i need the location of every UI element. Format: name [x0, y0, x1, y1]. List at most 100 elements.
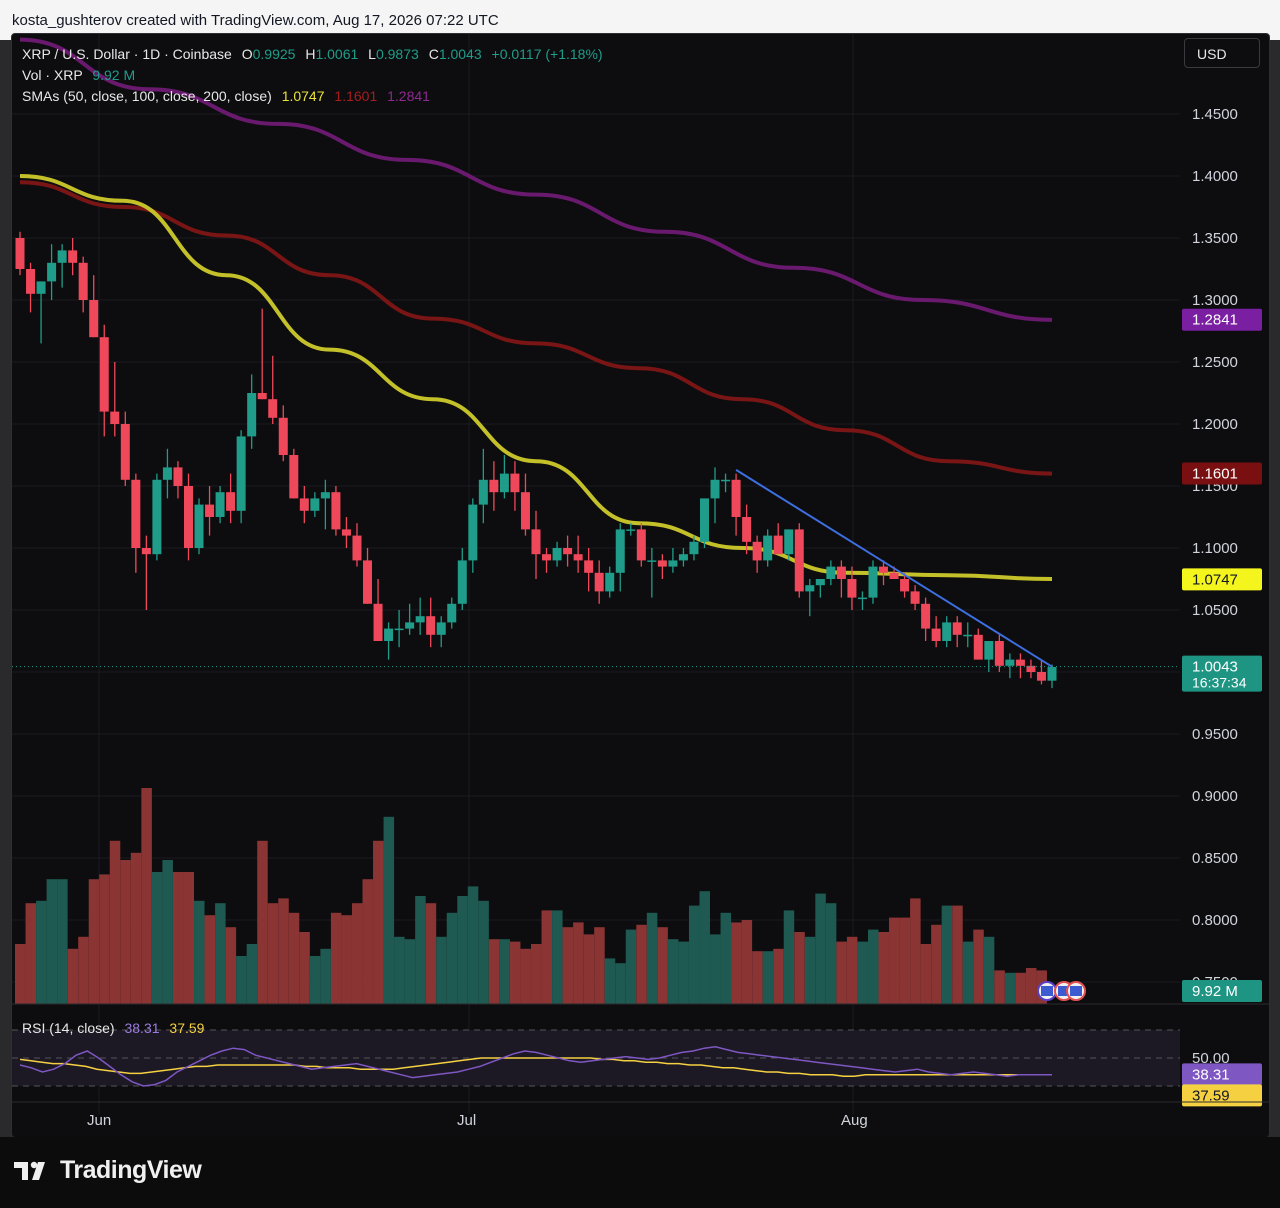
volume-bar [373, 840, 384, 1004]
candle-body [900, 579, 910, 592]
candle [542, 548, 552, 573]
volume-bar [962, 941, 974, 1004]
candle [584, 548, 594, 592]
sma200-badge-bg [1182, 308, 1262, 331]
legend-volume-value: 9.92 M [92, 67, 136, 83]
volume-bar [236, 956, 247, 1004]
sma100-line [19, 180, 1053, 476]
candle-body [752, 541, 762, 561]
event-markers [1037, 981, 1086, 1001]
volume-bar [488, 939, 500, 1004]
candle [784, 529, 794, 561]
candle [1026, 659, 1036, 679]
volume-bar [541, 910, 553, 1004]
candle-body [415, 616, 425, 623]
price-tick-label: 0.9500 [1192, 726, 1238, 743]
candle-body [857, 597, 867, 600]
candle-body [689, 541, 699, 555]
candle-body [794, 529, 804, 592]
chart-frame[interactable]: 1.4500 1.4000 1.3500 1.3000 1.2500 1.2000 1.15… [11, 33, 1270, 1138]
candle-body [468, 504, 478, 561]
candle [984, 641, 994, 672]
volume-bar [752, 951, 763, 1004]
candle-body [573, 554, 583, 561]
candle-body [162, 467, 172, 480]
candle [531, 510, 541, 579]
legend-rsi-row: RSI (14, close) 38.31 37.59 [22, 1020, 204, 1036]
candle-body [647, 560, 657, 562]
candle [436, 616, 446, 648]
candle [47, 244, 57, 300]
candle-body [89, 300, 99, 338]
candle-body [405, 622, 415, 629]
volume-badge-bg [1182, 980, 1262, 1002]
price-badge-countdown: 16:37:34 [1192, 675, 1247, 691]
candle [26, 262, 36, 313]
price-tick-label: 1.2500 [1192, 354, 1238, 371]
candle [963, 622, 973, 648]
candle [268, 355, 278, 424]
tradingview-logo: TradingView [14, 1156, 202, 1185]
price-chart-svg[interactable]: 1.45001.40001.35001.30001.25001.20001.15… [12, 34, 1269, 1137]
sma200-line [19, 37, 1053, 322]
candle-body [36, 281, 46, 294]
candle-body [99, 337, 109, 412]
candle [363, 548, 373, 604]
candle [931, 616, 941, 648]
sma200-badge: 1.2841 [1182, 308, 1262, 331]
volume-bar [1025, 968, 1037, 1004]
candle-body [931, 628, 941, 641]
candle-body [773, 535, 783, 555]
volume-bar [636, 924, 647, 1004]
candle [815, 579, 825, 598]
volume-badge: 9.92 M [1182, 980, 1262, 1002]
candle [836, 560, 846, 598]
candle-body [889, 572, 899, 579]
trendline [735, 469, 1053, 668]
rsi-ma-badge-bg [1182, 1084, 1262, 1107]
volume-bar [825, 903, 837, 1004]
candle [699, 498, 709, 548]
legend-close: 1.0043 [438, 46, 482, 62]
volume-bar [288, 912, 300, 1004]
candle [510, 461, 520, 511]
candle [257, 308, 267, 400]
volume-bar [710, 934, 721, 1004]
volume-bar [151, 872, 163, 1004]
volume-bar [436, 936, 447, 1004]
volume-bar [299, 932, 310, 1004]
candle-body [299, 498, 309, 511]
volume-bar [941, 905, 953, 1004]
candle [731, 473, 741, 536]
candle [847, 566, 857, 610]
price-badge-bg [1182, 655, 1262, 692]
volume-bar [857, 941, 868, 1004]
legend-rsi-ma: 37.59 [169, 1020, 205, 1036]
candle [468, 498, 478, 573]
volume-bar [499, 939, 510, 1004]
candle [857, 591, 867, 610]
legend-low-label: L [368, 46, 376, 62]
candle [773, 523, 783, 555]
candle-body [721, 479, 731, 482]
candle-body [278, 417, 288, 455]
sma100-badge-bg [1182, 462, 1262, 485]
candle [120, 411, 130, 486]
volume-bar [67, 948, 79, 1004]
candle [742, 504, 752, 555]
candle-body [373, 603, 383, 641]
candle-body [1047, 667, 1057, 681]
volume-bar [678, 941, 689, 1004]
trendline-segment [735, 469, 1053, 668]
candle-body [563, 548, 573, 555]
candle [457, 548, 467, 610]
volume-bar [889, 917, 900, 1004]
candle [426, 597, 436, 648]
candle [520, 473, 530, 536]
legend-sma50: 1.0747 [281, 88, 325, 104]
price-tick-label: 0.8000 [1192, 912, 1238, 929]
candle [721, 473, 731, 493]
candle-body [615, 529, 625, 573]
currency-button[interactable]: USD [1184, 38, 1260, 68]
sma50-badge-text: 1.0747 [1192, 571, 1238, 588]
